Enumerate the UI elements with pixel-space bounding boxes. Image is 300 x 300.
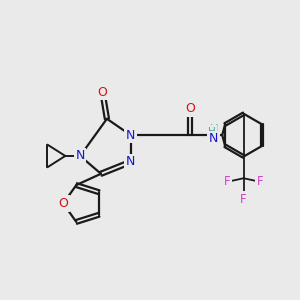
Text: N: N — [76, 149, 85, 162]
Text: H: H — [208, 127, 215, 136]
Text: O: O — [185, 102, 195, 115]
Text: F: F — [224, 175, 231, 188]
Text: N: N — [126, 129, 135, 142]
Text: O: O — [98, 85, 107, 98]
Text: N: N — [209, 132, 219, 145]
Text: F: F — [240, 193, 247, 206]
Text: O: O — [58, 197, 68, 210]
Text: N: N — [126, 155, 135, 168]
Text: H
N: H N — [210, 124, 218, 146]
Text: F: F — [257, 175, 263, 188]
